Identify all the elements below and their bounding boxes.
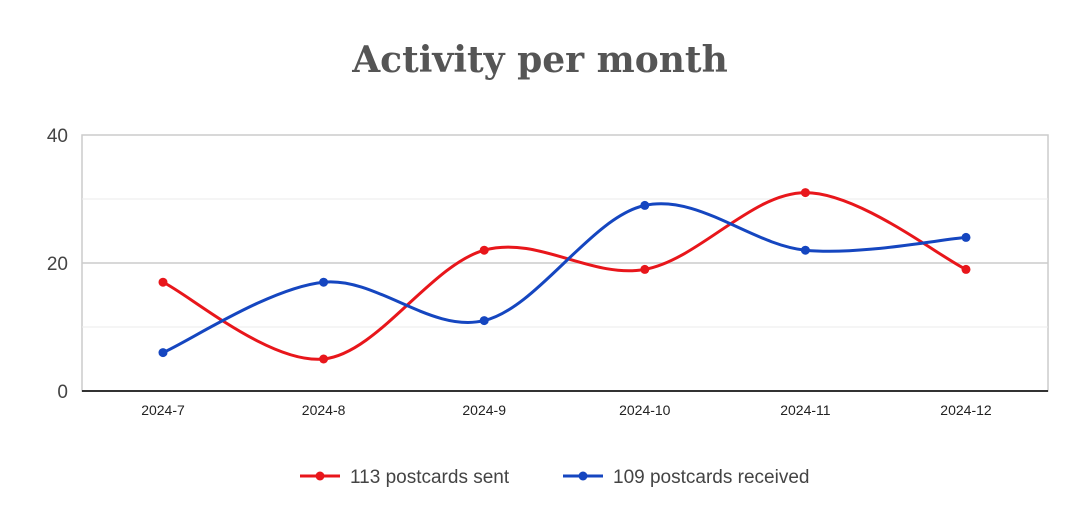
x-axis-tick-labels: 2024-7 2024-8 2024-9 2024-10 2024-11 2024-12 xyxy=(141,402,992,418)
legend: 113 postcards sent 109 postcards receive… xyxy=(300,467,809,488)
data-point-series-0 xyxy=(961,264,971,274)
x-tick-label: 2024-9 xyxy=(462,402,506,418)
series-line-0 xyxy=(161,191,968,361)
data-point-series-1 xyxy=(158,348,168,358)
data-point-series-1 xyxy=(640,200,650,210)
series-line-1 xyxy=(161,202,968,355)
legend-marker-received xyxy=(578,471,588,481)
legend-label-received: 109 postcards received xyxy=(613,467,809,488)
data-point-series-0 xyxy=(640,264,650,274)
y-tick-label: 40 xyxy=(47,126,68,147)
legend-marker-sent xyxy=(315,471,325,481)
series-lines xyxy=(161,191,968,361)
legend-item-received: 109 postcards received xyxy=(563,467,809,488)
data-point-series-0 xyxy=(158,277,168,287)
data-point-series-0 xyxy=(800,188,810,198)
legend-label-sent: 113 postcards sent xyxy=(350,467,510,488)
data-point-series-1 xyxy=(961,232,971,242)
data-point-series-0 xyxy=(319,354,329,364)
data-point-series-1 xyxy=(319,277,329,287)
data-point-series-0 xyxy=(479,245,489,255)
x-tick-label: 2024-7 xyxy=(141,402,185,418)
data-point-series-1 xyxy=(479,316,489,326)
x-tick-label: 2024-8 xyxy=(302,402,346,418)
chart-title: Activity per month xyxy=(351,39,728,81)
y-tick-label: 0 xyxy=(57,382,68,403)
x-tick-label: 2024-10 xyxy=(619,402,671,418)
y-tick-label: 20 xyxy=(47,254,68,275)
y-axis-tick-labels: 0 20 40 xyxy=(47,126,68,403)
x-tick-label: 2024-11 xyxy=(780,402,831,418)
x-tick-label: 2024-12 xyxy=(940,402,992,418)
legend-item-sent: 113 postcards sent xyxy=(300,467,510,488)
series-points xyxy=(158,188,971,364)
data-point-series-1 xyxy=(800,245,810,255)
